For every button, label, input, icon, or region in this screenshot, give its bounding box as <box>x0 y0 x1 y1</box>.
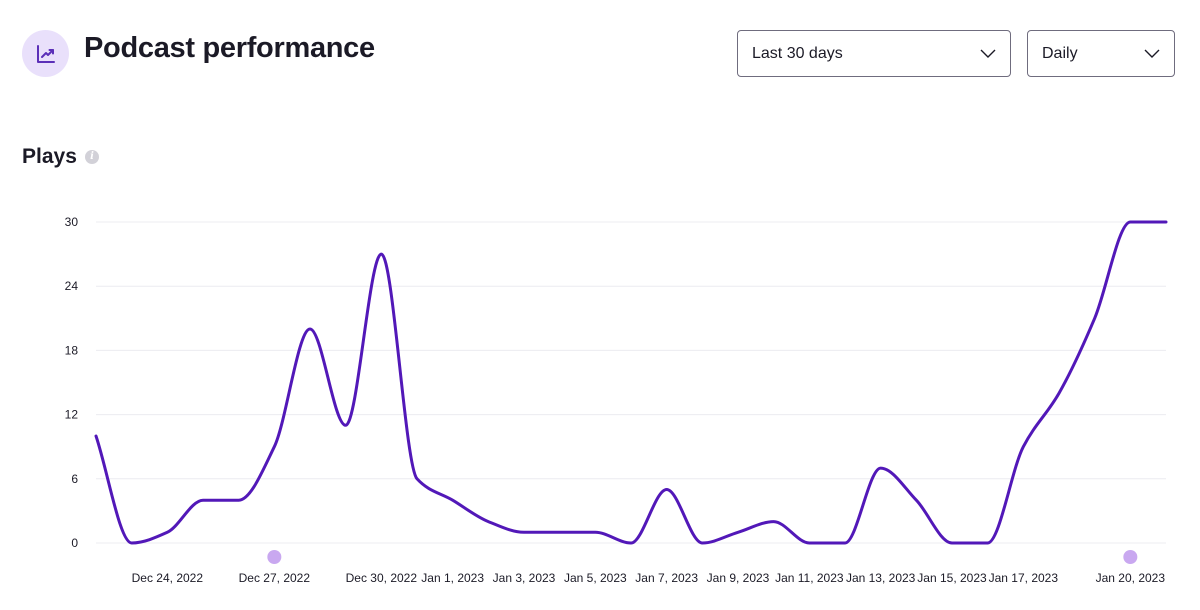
x-tick-label: Jan 7, 2023 <box>635 571 698 585</box>
date-range-value: Last 30 days <box>752 44 843 62</box>
x-tick-label: Jan 17, 2023 <box>989 571 1059 585</box>
episode-marker[interactable] <box>1123 550 1138 564</box>
x-axis-ticks: Dec 24, 2022 Dec 27, 2022 Dec 30, 2022 Jan … <box>132 571 1166 585</box>
y-tick-label: 12 <box>65 408 79 422</box>
info-icon[interactable]: i <box>85 150 99 164</box>
x-tick-label: Dec 27, 2022 <box>239 571 311 585</box>
x-tick-label: Jan 5, 2023 <box>564 571 627 585</box>
date-range-select[interactable]: Last 30 days <box>737 30 1011 77</box>
plays-series-line <box>94 220 1168 545</box>
x-tick-label: Jan 3, 2023 <box>493 571 556 585</box>
x-tick-label: Dec 24, 2022 <box>132 571 204 585</box>
episode-markers <box>267 550 1138 564</box>
episode-marker[interactable] <box>267 550 282 564</box>
interval-value: Daily <box>1042 44 1078 62</box>
x-tick-label: Jan 9, 2023 <box>707 571 770 585</box>
x-tick-label: Dec 30, 2022 <box>346 571 418 585</box>
y-tick-label: 6 <box>71 472 78 486</box>
x-tick-label: Jan 11, 2023 <box>775 571 844 585</box>
interval-select[interactable]: Daily <box>1027 30 1175 77</box>
plays-heading: Plays <box>22 145 77 168</box>
y-tick-label: 18 <box>65 343 79 357</box>
x-tick-label: Jan 20, 2023 <box>1096 571 1166 585</box>
x-tick-label: Jan 13, 2023 <box>846 571 916 585</box>
x-tick-label: Jan 15, 2023 <box>917 571 987 585</box>
x-tick-label: Jan 1, 2023 <box>421 571 484 585</box>
chevron-down-icon <box>1144 49 1160 58</box>
y-tick-label: 30 <box>65 215 79 229</box>
y-tick-label: 0 <box>71 536 78 550</box>
chart-grid <box>96 221 1166 544</box>
y-axis-ticks: 0 6 12 18 24 30 <box>65 215 79 550</box>
trending-up-icon <box>22 30 69 77</box>
chevron-down-icon <box>980 49 996 58</box>
page-title: Podcast performance <box>84 32 375 64</box>
y-tick-label: 24 <box>65 279 79 293</box>
